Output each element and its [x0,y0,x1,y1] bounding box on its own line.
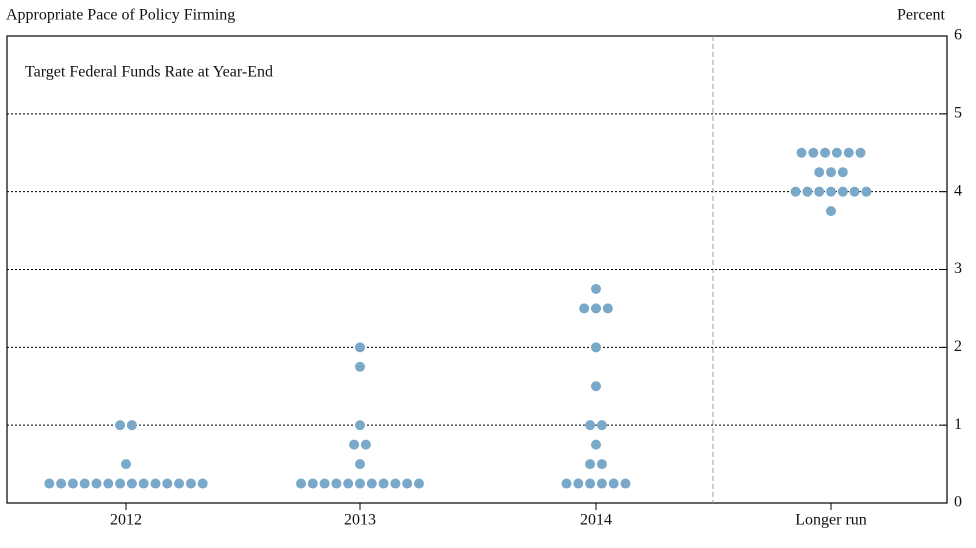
dot [602,303,613,314]
dot [115,420,126,431]
dot [126,420,137,431]
dot [591,283,601,294]
dot [814,186,825,197]
dot [579,303,590,314]
dot [150,478,161,489]
x-tick-label: 2013 [344,512,376,529]
dot [620,478,631,489]
dot [307,478,318,489]
dot [343,478,354,489]
dot [796,147,807,158]
dot [349,439,360,450]
dot [319,478,330,489]
dot [366,478,377,489]
y-tick-label: 6 [954,27,962,44]
dot [826,167,836,178]
dot [121,459,131,470]
dot [820,147,831,158]
dot [596,459,607,470]
dot [174,478,185,489]
x-tick-label: 2012 [110,512,142,529]
dot [849,186,860,197]
dot [402,478,413,489]
dot [103,478,114,489]
dot [861,186,872,197]
dot [378,478,389,489]
dot [162,478,173,489]
dot [138,478,149,489]
dot [197,478,208,489]
dot [126,478,137,489]
dot [67,478,78,489]
y-axis-label: Percent [897,7,946,24]
dot [826,206,836,217]
y-tick-label: 4 [954,182,962,199]
dot [561,478,572,489]
y-tick-label: 1 [954,416,962,433]
dot [596,478,607,489]
dot [390,478,401,489]
y-tick-label: 5 [954,105,962,122]
dot [831,147,842,158]
dot [790,186,801,197]
dot [355,420,365,431]
dot [596,420,607,431]
dot [855,147,866,158]
dot [44,478,55,489]
dot [591,303,601,314]
dot [56,478,67,489]
dot [585,478,596,489]
dot [360,439,371,450]
dot [355,342,365,353]
y-tick-label: 0 [954,494,962,511]
y-tick-label: 2 [954,338,962,355]
dot [837,167,848,178]
dot [585,420,596,431]
dot [414,478,424,489]
y-tick-label: 3 [954,260,962,277]
x-tick-label: 2014 [580,512,612,529]
dot [79,478,90,489]
dot [591,342,601,353]
dot [185,478,196,489]
dot [608,478,619,489]
dot [355,459,365,470]
dot [331,478,342,489]
chart-title: Appropriate Pace of Policy Firming [6,7,235,24]
dot [808,147,819,158]
dot [115,478,126,489]
dot [573,478,584,489]
dot [837,186,848,197]
dot [355,478,365,489]
dot [585,459,596,470]
dot [296,478,306,489]
dot [591,381,601,392]
x-tick-label: Longer run [795,512,867,529]
chart-subtitle: Target Federal Funds Rate at Year-End [25,64,273,81]
dot [826,186,836,197]
dot [802,186,813,197]
dot [355,361,365,372]
dot [91,478,102,489]
dot [814,167,825,178]
dot [591,439,601,450]
dot [843,147,854,158]
